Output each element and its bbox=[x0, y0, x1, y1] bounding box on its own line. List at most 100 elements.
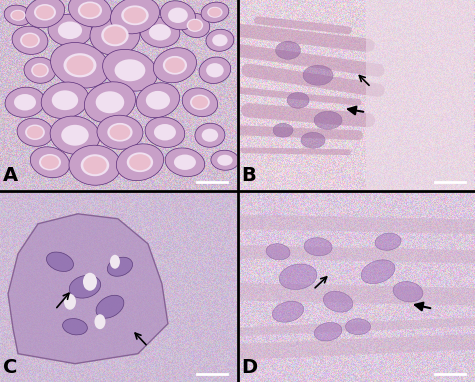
Ellipse shape bbox=[201, 2, 229, 23]
Ellipse shape bbox=[47, 252, 74, 272]
Ellipse shape bbox=[279, 264, 317, 290]
Ellipse shape bbox=[66, 55, 94, 75]
Ellipse shape bbox=[314, 322, 342, 341]
Ellipse shape bbox=[12, 26, 48, 54]
Ellipse shape bbox=[33, 65, 47, 76]
Ellipse shape bbox=[206, 63, 224, 78]
Text: A: A bbox=[3, 166, 18, 185]
Ellipse shape bbox=[323, 291, 353, 312]
Ellipse shape bbox=[273, 123, 293, 137]
Ellipse shape bbox=[121, 5, 149, 25]
Ellipse shape bbox=[27, 126, 43, 139]
Ellipse shape bbox=[14, 94, 36, 110]
Ellipse shape bbox=[140, 17, 180, 47]
Ellipse shape bbox=[168, 8, 188, 23]
Ellipse shape bbox=[81, 154, 109, 176]
Ellipse shape bbox=[272, 301, 304, 322]
Ellipse shape bbox=[266, 244, 290, 260]
Ellipse shape bbox=[17, 118, 53, 146]
Ellipse shape bbox=[209, 8, 221, 17]
Ellipse shape bbox=[195, 123, 225, 147]
Ellipse shape bbox=[211, 150, 239, 170]
Ellipse shape bbox=[114, 59, 145, 81]
Ellipse shape bbox=[69, 145, 121, 185]
Ellipse shape bbox=[124, 7, 146, 23]
Ellipse shape bbox=[5, 87, 45, 117]
Ellipse shape bbox=[127, 152, 153, 172]
Ellipse shape bbox=[287, 92, 309, 108]
Ellipse shape bbox=[188, 20, 202, 31]
Ellipse shape bbox=[50, 42, 109, 88]
Ellipse shape bbox=[30, 147, 70, 178]
Ellipse shape bbox=[136, 83, 180, 118]
Ellipse shape bbox=[206, 29, 234, 51]
Ellipse shape bbox=[95, 314, 105, 329]
Ellipse shape bbox=[48, 14, 92, 46]
Ellipse shape bbox=[36, 6, 54, 19]
Ellipse shape bbox=[276, 41, 301, 59]
Ellipse shape bbox=[64, 294, 76, 310]
Ellipse shape bbox=[68, 0, 112, 27]
Ellipse shape bbox=[110, 125, 130, 140]
Text: B: B bbox=[241, 166, 256, 185]
Ellipse shape bbox=[146, 91, 170, 110]
Ellipse shape bbox=[24, 57, 56, 83]
Ellipse shape bbox=[69, 275, 101, 298]
Ellipse shape bbox=[161, 1, 196, 30]
Ellipse shape bbox=[95, 91, 124, 113]
Ellipse shape bbox=[61, 125, 89, 146]
Ellipse shape bbox=[145, 117, 185, 147]
Ellipse shape bbox=[182, 88, 218, 117]
Ellipse shape bbox=[165, 148, 205, 176]
Ellipse shape bbox=[301, 132, 325, 148]
Ellipse shape bbox=[39, 154, 61, 170]
Ellipse shape bbox=[207, 7, 223, 18]
Ellipse shape bbox=[129, 154, 151, 170]
Ellipse shape bbox=[101, 24, 129, 46]
Ellipse shape bbox=[80, 3, 100, 18]
Ellipse shape bbox=[58, 21, 82, 39]
Text: C: C bbox=[3, 358, 18, 377]
Ellipse shape bbox=[85, 82, 135, 123]
Ellipse shape bbox=[212, 34, 228, 46]
Ellipse shape bbox=[25, 0, 65, 28]
Bar bbox=[366, 0, 474, 190]
Ellipse shape bbox=[174, 155, 196, 170]
Ellipse shape bbox=[90, 15, 140, 55]
Ellipse shape bbox=[180, 13, 209, 37]
Ellipse shape bbox=[110, 0, 160, 34]
Ellipse shape bbox=[304, 238, 332, 256]
Ellipse shape bbox=[63, 319, 87, 335]
Ellipse shape bbox=[116, 144, 163, 181]
Text: D: D bbox=[241, 358, 257, 377]
Ellipse shape bbox=[41, 82, 89, 118]
Ellipse shape bbox=[12, 11, 24, 20]
Ellipse shape bbox=[361, 260, 395, 284]
Ellipse shape bbox=[199, 57, 231, 84]
Ellipse shape bbox=[110, 255, 120, 269]
Ellipse shape bbox=[25, 125, 45, 140]
Ellipse shape bbox=[190, 95, 210, 110]
Ellipse shape bbox=[165, 58, 185, 73]
Ellipse shape bbox=[78, 2, 102, 19]
Polygon shape bbox=[8, 214, 168, 364]
Ellipse shape bbox=[154, 124, 176, 141]
Ellipse shape bbox=[393, 282, 423, 302]
Ellipse shape bbox=[97, 115, 143, 149]
Ellipse shape bbox=[107, 257, 133, 276]
Ellipse shape bbox=[22, 34, 38, 47]
Ellipse shape bbox=[163, 56, 187, 74]
Ellipse shape bbox=[345, 319, 370, 335]
Ellipse shape bbox=[187, 19, 203, 32]
Ellipse shape bbox=[31, 63, 49, 78]
Ellipse shape bbox=[4, 5, 32, 26]
Ellipse shape bbox=[103, 49, 157, 91]
Ellipse shape bbox=[192, 96, 208, 108]
Ellipse shape bbox=[10, 10, 26, 21]
Ellipse shape bbox=[202, 129, 218, 142]
Ellipse shape bbox=[34, 4, 56, 21]
Ellipse shape bbox=[52, 91, 78, 110]
Ellipse shape bbox=[96, 295, 124, 318]
Ellipse shape bbox=[83, 273, 97, 291]
Ellipse shape bbox=[83, 156, 107, 174]
